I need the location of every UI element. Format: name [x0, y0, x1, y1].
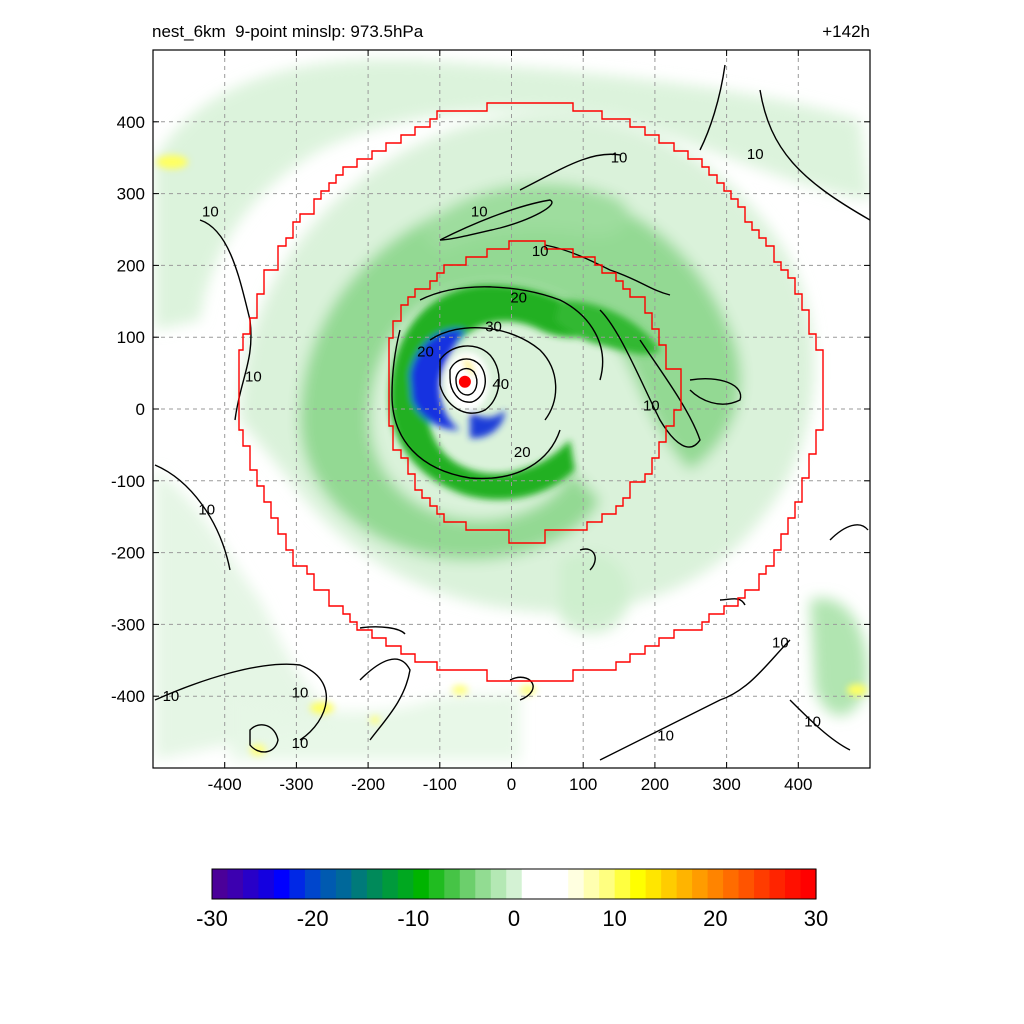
colorbar-cell [289, 869, 306, 899]
colorbar-cell [614, 869, 631, 899]
colorbar-cell [723, 869, 740, 899]
colorbar-cell [506, 869, 523, 899]
colorbar-cell [645, 869, 662, 899]
colorbar-cell [599, 869, 616, 899]
x-tick-label: 300 [712, 775, 740, 794]
colorbar-cell [397, 869, 414, 899]
colorbar-cell [707, 869, 724, 899]
colorbar-cell [537, 869, 554, 899]
contour-label: 30 [485, 318, 502, 335]
x-tick-label: 200 [641, 775, 669, 794]
y-axis: -400 -300 -200 -100 0 100 200 300 400 [111, 113, 870, 706]
colorbar-cell [738, 869, 755, 899]
contour-label: 10 [611, 150, 628, 167]
colorbar-tick-label: 0 [508, 906, 520, 931]
colorbar-tick-label: -30 [196, 906, 228, 931]
contour-label: 10 [292, 735, 309, 752]
colorbar-cell [227, 869, 244, 899]
y-tick-label: 0 [136, 400, 145, 419]
colorbar-cell [490, 869, 507, 899]
contour-label: 20 [514, 444, 531, 461]
colorbar-tick-label: -10 [397, 906, 429, 931]
y-tick-label: -300 [111, 615, 145, 634]
colorbar-cell [304, 869, 322, 899]
x-tick-label: 100 [569, 775, 597, 794]
colorbar-cell [475, 869, 492, 899]
y-tick-label: -400 [111, 687, 145, 706]
storm-center-marker [458, 375, 471, 388]
contour-label: 10 [163, 688, 180, 705]
colorbar-cell [692, 869, 709, 899]
colorbar-cell [785, 869, 802, 899]
colorbar-cell [459, 869, 476, 899]
contour-label: 10 [202, 204, 219, 221]
colorbar-cell [769, 869, 786, 899]
x-axis: -400 -300 -200 -100 0 100 200 300 400 [208, 50, 812, 794]
colorbar-cell [552, 869, 569, 899]
forecast-hour-label: +142h [822, 22, 870, 41]
x-tick-label: -100 [423, 775, 457, 794]
y-tick-label: -100 [111, 472, 145, 491]
nest-boundaries [238, 102, 824, 682]
colorbar-cell [444, 869, 461, 899]
contour-label: 20 [510, 290, 527, 307]
x-tick-label: -200 [351, 775, 385, 794]
colorbar-cell [521, 869, 538, 899]
colorbar-cell [366, 869, 383, 899]
x-tick-label: 0 [507, 775, 516, 794]
x-tick-label: -400 [208, 775, 242, 794]
contour-label: 10 [198, 502, 215, 519]
colorbar-labels: -30 -20 -10 0 10 20 30 [196, 906, 828, 931]
colorbar-cell [320, 869, 337, 899]
colorbar-cell [351, 869, 368, 899]
colorbar-cell [754, 869, 771, 899]
colorbar-cell [382, 869, 399, 899]
contour-label: 10 [772, 634, 789, 651]
colorbar-tick-label: -20 [297, 906, 329, 931]
colorbar-cell [335, 869, 352, 899]
colorbar-cell [630, 869, 647, 899]
colorbar-cell [273, 869, 291, 899]
y-tick-label: 400 [117, 113, 145, 132]
colorbar-cell [258, 869, 275, 899]
contour-label: 10 [471, 204, 488, 221]
colorbar-cell [413, 869, 430, 899]
x-tick-label: 400 [784, 775, 812, 794]
colorbar-cell [661, 869, 678, 899]
colorbar-tick-label: 30 [804, 906, 828, 931]
colorbar-cell [568, 869, 585, 899]
contour-label: 20 [417, 344, 434, 361]
colorbar-cell [242, 869, 260, 899]
contour-label: 10 [657, 728, 674, 745]
colorbar-cells [212, 869, 817, 899]
contour-labels: 10 10 10 10 10 10 10 10 10 10 10 10 10 10 20 20 20 30 40 [163, 146, 821, 752]
colorbar-frame [211, 868, 817, 900]
contour-label: 10 [532, 243, 549, 260]
y-tick-label: -200 [111, 544, 145, 563]
y-tick-label: 100 [117, 328, 145, 347]
contour-label: 10 [643, 397, 660, 414]
y-tick-label: 200 [117, 256, 145, 275]
contour-label: 10 [245, 369, 262, 386]
x-tick-label: -300 [279, 775, 313, 794]
colorbar-cell [676, 869, 693, 899]
contour-label: 40 [492, 376, 509, 393]
plot-area: 10 10 10 10 10 10 10 10 10 10 10 10 10 10 20 20 20 30 40 [153, 50, 870, 768]
contour-label: 10 [804, 713, 821, 730]
colorbar-cell [428, 869, 445, 899]
contour-label: 10 [747, 146, 764, 163]
colorbar-cell [800, 869, 817, 899]
colorbar: -30 -20 -10 0 10 20 30 [196, 868, 828, 931]
colorbar-cell [212, 869, 229, 899]
contour-lines [154, 64, 870, 761]
y-tick-label: 300 [117, 185, 145, 204]
plot-title: nest_6km 9-point minslp: 973.5hPa [152, 22, 424, 41]
contour-label: 10 [292, 685, 309, 702]
colorbar-tick-label: 20 [703, 906, 727, 931]
colorbar-tick-label: 10 [602, 906, 626, 931]
colorbar-cell [583, 869, 600, 899]
shaded-field [155, 59, 870, 760]
